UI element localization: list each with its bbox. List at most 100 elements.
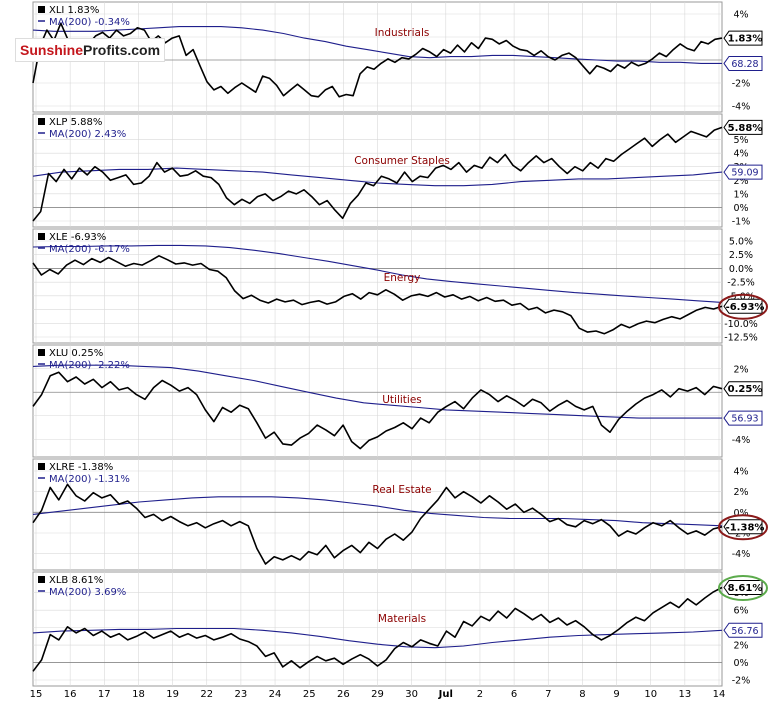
- last-value-box: [723, 579, 763, 595]
- legend-swatch-price: [38, 349, 45, 356]
- ma-value-box: [723, 410, 763, 426]
- x-tick-label: 2: [477, 689, 483, 700]
- ma-value-label: 68.28: [731, 59, 758, 70]
- y-tick-label: -4%: [732, 102, 751, 113]
- panel-title: Real Estate: [372, 484, 431, 496]
- price-line: [32, 126, 723, 222]
- ma-value-label: 59.09: [731, 168, 758, 179]
- y-tick-label: -5.0%: [727, 291, 755, 302]
- y-tick-label: -12.5%: [724, 333, 758, 344]
- legend-swatch-price: [38, 118, 45, 125]
- legend-swatch-price: [38, 233, 45, 240]
- y-tick-label: 2%: [733, 364, 748, 375]
- last-value-label: -1.38%: [726, 522, 765, 533]
- x-tick-label: 6: [511, 689, 517, 700]
- legend-ma: MA(200) -6.17%: [49, 244, 130, 255]
- x-tick-label: 26: [337, 689, 350, 700]
- highlight-circle: [718, 514, 768, 541]
- x-tick-label: 24: [269, 689, 282, 700]
- ma-value-label: 56.76: [731, 626, 758, 637]
- x-tick-label: Jul: [438, 689, 453, 700]
- x-tick-label: 15: [30, 689, 43, 700]
- last-value-label: 0.25%: [728, 384, 763, 395]
- x-tick-label: 8: [579, 689, 585, 700]
- legend-swatch-price: [38, 463, 45, 470]
- legend-ma: MA(200) -0.34%: [49, 17, 130, 28]
- last-value-box: [723, 519, 763, 535]
- legend-main: XLRE -1.38%: [49, 462, 113, 473]
- y-tick-label: -10.0%: [724, 319, 758, 330]
- panel-title: Industrials: [375, 27, 430, 39]
- legend-main: XLB 8.61%: [49, 575, 103, 586]
- sunshine-profits-logo: SunshineProfits.com: [15, 38, 165, 62]
- x-tick-label: 16: [64, 689, 77, 700]
- y-tick-label: -1%: [732, 217, 751, 228]
- last-value-box: [723, 298, 763, 314]
- ma-line: [32, 364, 722, 419]
- ma-line: [32, 496, 723, 527]
- y-tick-label: 4%: [733, 10, 748, 21]
- y-tick-label: 0%: [733, 508, 748, 519]
- y-tick-label: -2.5%: [727, 278, 755, 289]
- x-tick-label: 23: [235, 689, 248, 700]
- ma-line: [32, 244, 723, 303]
- price-line: [32, 586, 723, 672]
- last-value-label: 1.83%: [728, 34, 763, 45]
- last-value-label: 5.88%: [728, 123, 763, 134]
- y-tick-label: 4%: [733, 149, 748, 160]
- price-line: [32, 483, 723, 565]
- x-tick-label: 30: [405, 689, 418, 700]
- x-tick-label: 7: [545, 689, 551, 700]
- legend-ma: MA(200) 3.69%: [49, 587, 126, 598]
- y-tick-label: 5%: [733, 135, 748, 146]
- highlight-circle: [718, 293, 768, 320]
- legend-ma: MA(200) 2.43%: [49, 129, 126, 140]
- ma-value-label: 56.93: [731, 414, 758, 425]
- x-tick-label: 13: [678, 689, 691, 700]
- legend-main: XLI 1.83%: [49, 5, 99, 16]
- y-tick-label: 5.0%: [729, 237, 753, 248]
- x-tick-label: 17: [98, 689, 111, 700]
- legend-main: XLE -6.93%: [49, 232, 106, 243]
- panel-title: Materials: [378, 613, 426, 625]
- highlight-circle: [718, 574, 768, 601]
- logo-part-sunshine: Sunshine: [20, 42, 84, 58]
- y-tick-label: 2%: [733, 641, 748, 652]
- ma-line: [32, 627, 723, 649]
- x-tick-label: 25: [303, 689, 316, 700]
- ma-line: [32, 26, 722, 64]
- x-tick-label: 29: [371, 689, 384, 700]
- ma-value-box: [723, 164, 763, 180]
- price-line: [32, 22, 723, 98]
- last-value-box: [723, 381, 763, 397]
- y-tick-label: 0%: [733, 203, 748, 214]
- x-tick-label: 9: [613, 689, 619, 700]
- last-value-label: 8.61%: [728, 583, 763, 594]
- y-tick-label: -2%: [732, 676, 751, 687]
- x-tick-label: 14: [713, 689, 726, 700]
- y-tick-label: 2%: [733, 176, 748, 187]
- legend-ma: MA(200) -1.31%: [49, 474, 130, 485]
- y-tick-label: 0%: [733, 658, 748, 669]
- price-line: [32, 371, 723, 450]
- y-tick-label: 6%: [733, 606, 748, 617]
- y-tick-label: -2%: [732, 79, 751, 90]
- x-tick-label: 18: [132, 689, 145, 700]
- price-line: [32, 255, 723, 335]
- last-value-label: -6.93%: [726, 302, 765, 313]
- ma-value-box: [723, 622, 763, 638]
- y-tick-label: 0.0%: [729, 264, 753, 275]
- x-tick-label: 22: [200, 689, 213, 700]
- y-tick-label: 2.5%: [729, 250, 753, 261]
- legend-main: XLU 0.25%: [49, 348, 103, 359]
- x-tick-label: 10: [644, 689, 657, 700]
- ma-line: [32, 167, 723, 187]
- panel-title: Utilities: [382, 394, 422, 406]
- legend-ma: MA(200) -2.22%: [49, 360, 130, 371]
- legend-swatch-price: [38, 576, 45, 583]
- legend-main: XLP 5.88%: [49, 117, 102, 128]
- last-value-box: [723, 30, 763, 46]
- last-value-box: [723, 119, 763, 135]
- y-tick-label: 4%: [733, 467, 748, 478]
